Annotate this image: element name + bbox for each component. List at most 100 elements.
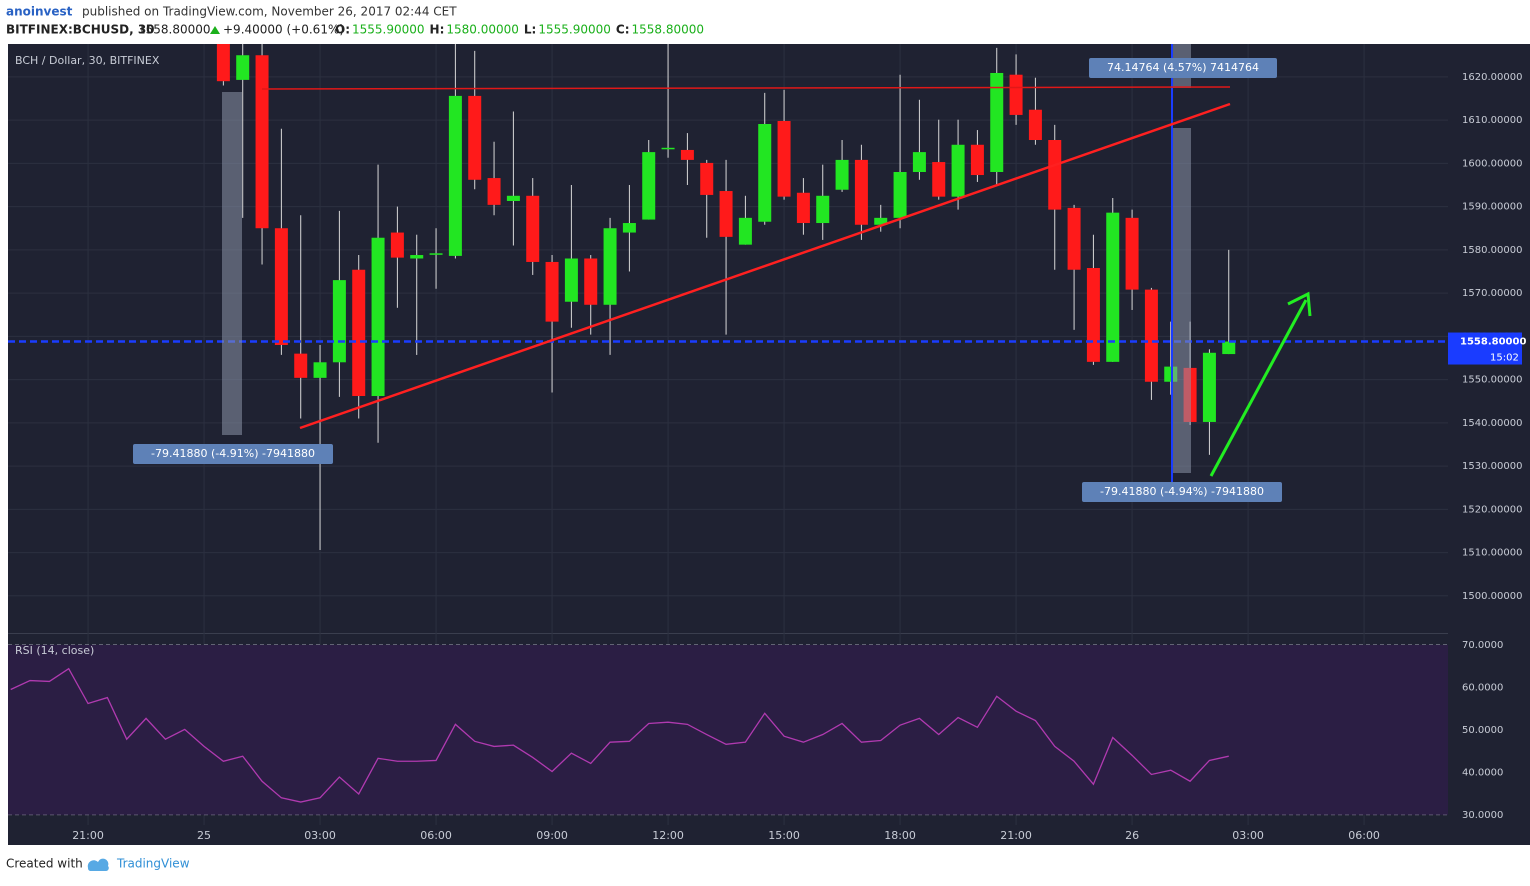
candle-body <box>661 147 675 150</box>
x-tick-label: 06:00 <box>1348 829 1380 842</box>
y-tick-label: 1500.00000 <box>1462 591 1522 602</box>
candle-body <box>874 217 888 225</box>
annotation: -79.41880 (-4.94%) -7941880 <box>1100 485 1264 498</box>
candle-body <box>990 72 1004 173</box>
candle-body <box>1202 352 1216 422</box>
x-tick-label: 06:00 <box>420 829 452 842</box>
ohlc: O: 1555.90000 H: 1580.00000 L: 1555.90000 C: 15… <box>335 23 704 37</box>
time-axis-bg <box>8 825 1448 845</box>
candle-body <box>332 280 346 363</box>
candle-body <box>816 195 830 224</box>
x-tick-label: 25 <box>197 829 211 842</box>
created: Created with <box>6 857 83 871</box>
rsi-band <box>8 644 1448 815</box>
x-tick-label: 03:00 <box>1232 829 1264 842</box>
candle-body <box>700 162 714 195</box>
up-icon <box>210 26 220 34</box>
y-tick-label: 1580.00000 <box>1462 245 1522 256</box>
change: +9.40000 (+0.61%) <box>223 23 344 37</box>
ohlc-value: 1558.80000 <box>632 23 705 37</box>
candle-body <box>487 178 501 205</box>
candle-body <box>893 172 907 218</box>
candle-body <box>1125 217 1139 290</box>
candle-body <box>468 95 482 180</box>
y-tick-label: 1570.00000 <box>1462 288 1522 299</box>
footer-bg <box>0 845 1530 882</box>
candle-body <box>1009 74 1023 115</box>
candle-body <box>738 217 752 245</box>
ohlc-label: H: <box>430 23 445 37</box>
candle-body <box>1086 268 1100 362</box>
author[interactable]: anoinvest <box>6 5 73 19</box>
candle-body <box>255 55 269 229</box>
last-price: 1558.80000 <box>138 23 211 37</box>
candle-body <box>796 192 810 224</box>
axis-bg <box>1448 44 1530 845</box>
y-tick-label: 1610.00000 <box>1462 115 1522 126</box>
ohlc-value: 1580.00000 <box>446 23 519 37</box>
candle-body <box>429 253 443 255</box>
arrow-head <box>1287 291 1312 317</box>
ohlc-value: 1555.90000 <box>352 23 425 37</box>
y-tick-label: 70.0000 <box>1462 640 1503 651</box>
x-tick-label: 21:00 <box>72 829 104 842</box>
range-box <box>222 92 242 435</box>
ohlc-label: O: <box>335 23 350 37</box>
candle-body <box>584 258 598 305</box>
y-tick-label: 1620.00000 <box>1462 72 1522 83</box>
y-tick-label: 50.0000 <box>1462 725 1503 736</box>
y-tick-label: 1550.00000 <box>1462 375 1522 386</box>
annotation-box <box>133 444 333 464</box>
candle-body <box>932 162 946 197</box>
candle-body <box>545 261 559 322</box>
candle-body <box>564 258 578 302</box>
candle-body <box>352 269 366 397</box>
candle-body <box>371 237 385 397</box>
header-bg <box>0 0 1530 44</box>
candle-body <box>680 149 694 160</box>
candle-body <box>1106 212 1120 362</box>
range-box <box>1172 128 1191 473</box>
x-tick-label: 15:00 <box>768 829 800 842</box>
resistance-line <box>261 86 1231 90</box>
chart-title: BCH / Dollar, 30, BITFINEX <box>15 54 160 67</box>
candle-body <box>410 255 424 259</box>
candle-body <box>526 195 540 262</box>
candle-body <box>1028 109 1042 141</box>
y-tick-label: 1520.00000 <box>1462 504 1522 515</box>
candle-body <box>719 191 733 237</box>
x-tick-label: 26 <box>1125 829 1139 842</box>
x-tick-label: 03:00 <box>304 829 336 842</box>
y-tick-label: 40.0000 <box>1462 767 1503 778</box>
ohlc-value: 1555.90000 <box>538 23 611 37</box>
ohlc-label: L: <box>524 23 536 37</box>
rsi-line <box>10 667 1229 803</box>
candle-body <box>1222 341 1236 355</box>
candle-body <box>854 159 868 225</box>
candle-body <box>642 152 656 220</box>
candle-body <box>390 232 404 258</box>
pane-sep <box>8 633 1448 634</box>
candle-body <box>294 353 308 378</box>
symbol: BITFINEX:BCHUSD, 30 <box>6 23 155 37</box>
y-tick-label: 30.0000 <box>1462 810 1503 821</box>
countdown: 15:02 <box>1490 353 1519 364</box>
candle-body <box>448 95 462 256</box>
y-tick-label: 1590.00000 <box>1462 202 1522 213</box>
y-tick-label: 1600.00000 <box>1462 158 1522 169</box>
logo <box>87 858 109 871</box>
brand[interactable]: TradingView <box>116 857 190 871</box>
candle-body <box>1144 289 1158 382</box>
arrow <box>1209 299 1308 477</box>
x-tick-label: 18:00 <box>884 829 916 842</box>
x-tick-label: 12:00 <box>652 829 684 842</box>
y-tick-label: 1540.00000 <box>1462 418 1522 429</box>
candle-body <box>835 159 849 190</box>
price-tag: 1558.80000 <box>1460 337 1526 348</box>
y-tick-label: 1510.00000 <box>1462 548 1522 559</box>
annotation: 74.14764 (4.57%) 7414764 <box>1107 61 1259 74</box>
candle-body <box>1067 207 1081 270</box>
rsi-title: RSI (14, close) <box>15 644 94 657</box>
annotation-box <box>1089 58 1277 78</box>
